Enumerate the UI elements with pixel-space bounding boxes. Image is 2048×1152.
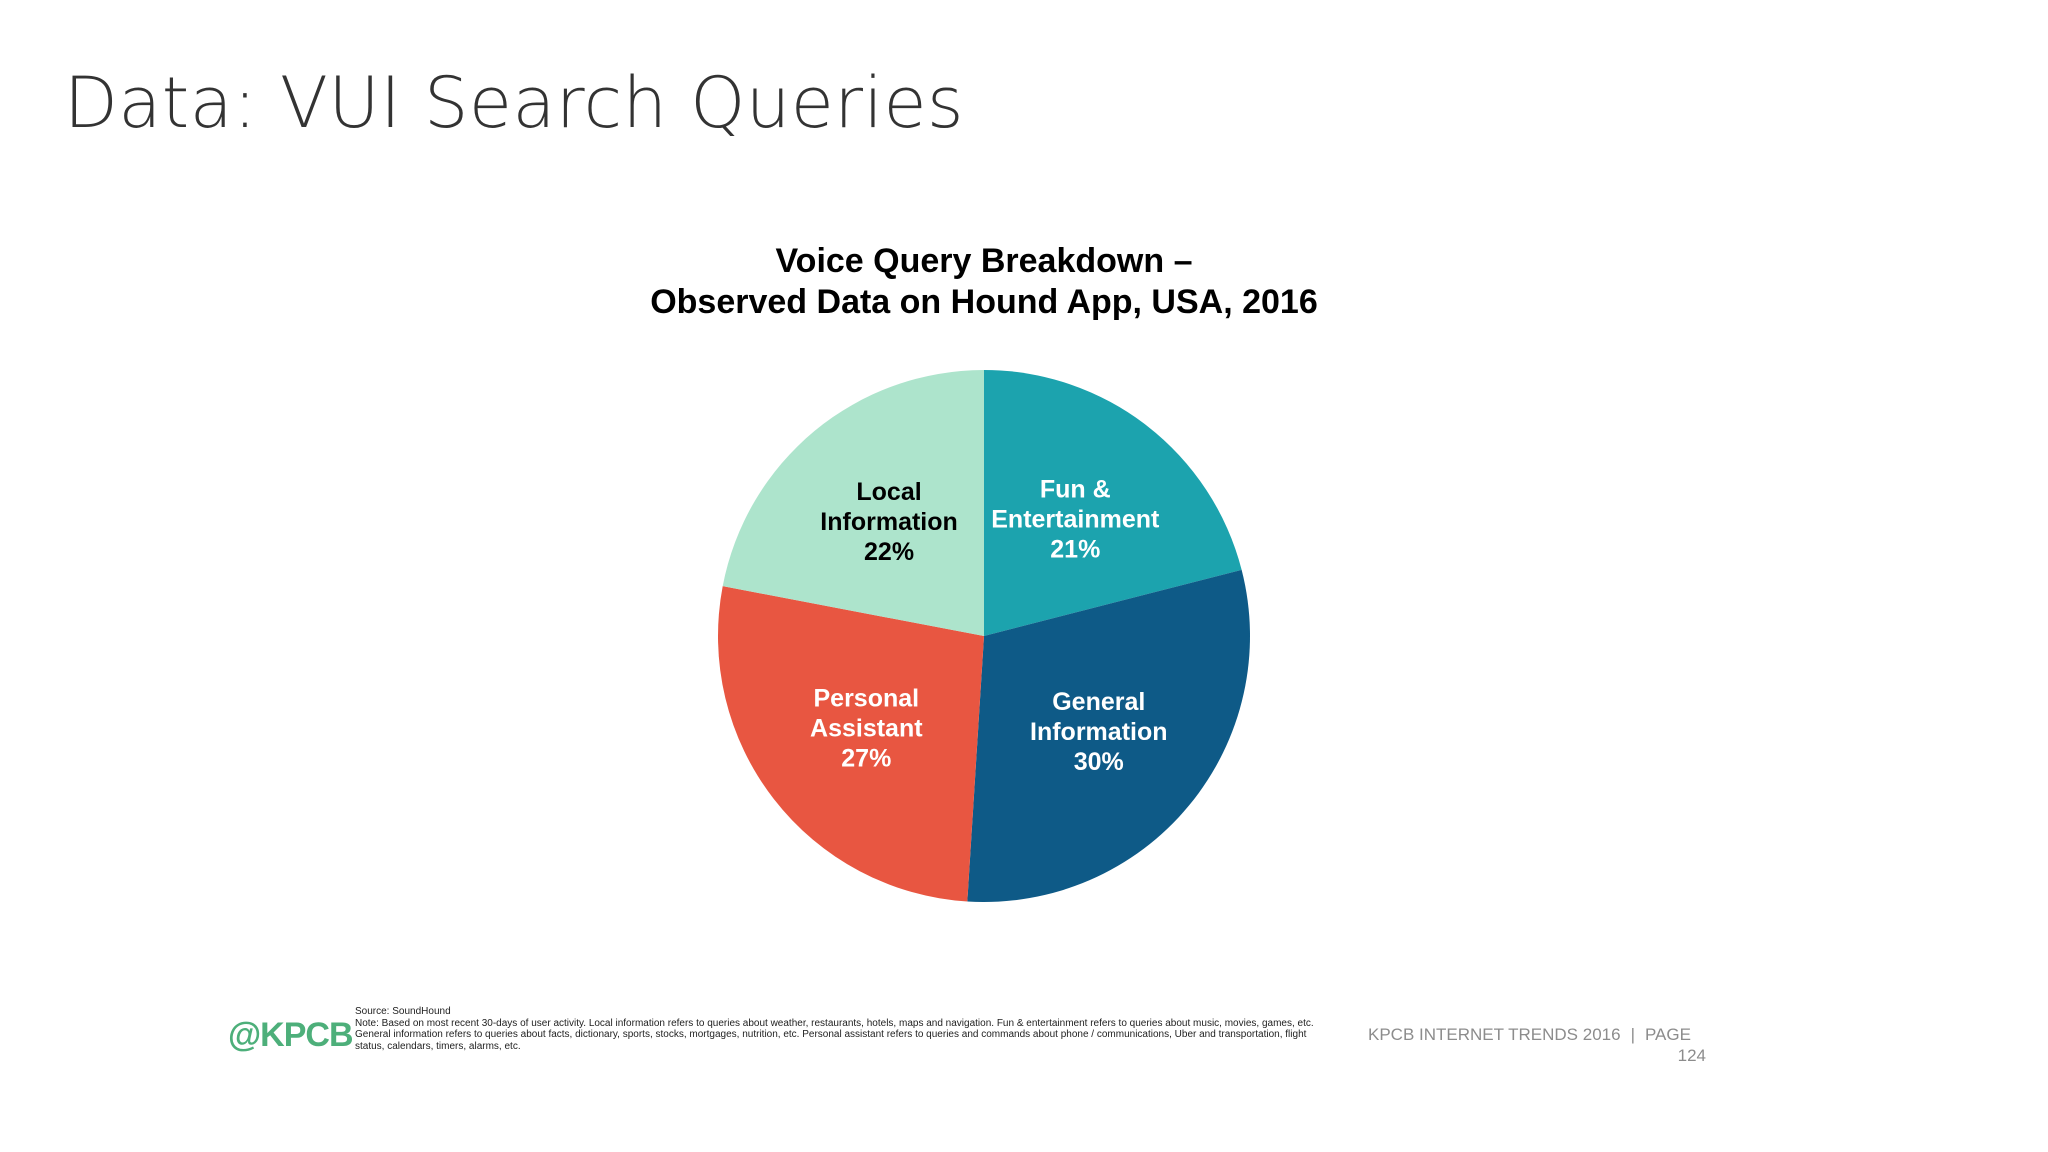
footnote: Source: SoundHound Note: Based on most r… xyxy=(355,1006,1330,1052)
pie-slice-name: Assistant xyxy=(810,714,923,742)
pie-slice-value: 30% xyxy=(1074,748,1124,776)
pie-slice-value: 21% xyxy=(1050,535,1100,563)
chart-title-line: Observed Data on Hound App, USA, 2016 xyxy=(650,283,1318,321)
pie-slice-label: General Information 30% xyxy=(1030,688,1168,776)
pie-slice-name: Entertainment xyxy=(991,505,1160,533)
pie-slice-general-information xyxy=(967,569,1250,902)
pie-slice-name: Personal xyxy=(813,684,919,712)
pie-slice-name: Local xyxy=(856,478,921,506)
pie-slice-name: Information xyxy=(1030,718,1168,746)
source-text: Source: SoundHound xyxy=(355,1006,451,1017)
note-text: Note: Based on most recent 30-days of us… xyxy=(355,1017,1314,1052)
page-footer: KPCB INTERNET TRENDS 2016 | PAGE 124 xyxy=(1368,1024,1708,1066)
slide-title: Data: VUI Search Queries xyxy=(64,62,965,144)
pie-slice-local-information xyxy=(722,370,984,636)
chart-title-line: Voice Query Breakdown – xyxy=(776,242,1193,280)
pie-labels: Fun & Entertainment 21%General Information 3… xyxy=(810,475,1168,776)
kpcb-logo: @KPCB xyxy=(228,1016,353,1054)
pie-slice-label: Fun & Entertainment 21% xyxy=(991,475,1160,563)
pie-slice-value: 22% xyxy=(864,538,914,566)
pie-slice-fun-entertainment xyxy=(984,370,1242,636)
footer-separator: | xyxy=(1630,1025,1635,1044)
page-label: PAGE xyxy=(1644,1025,1691,1044)
pie-slice-name: General xyxy=(1052,688,1145,716)
pie-slice-value: 27% xyxy=(841,744,891,772)
pie-slice-label: Local Information 22% xyxy=(820,478,958,566)
pie-slice-label: Personal Assistant 27% xyxy=(810,684,923,772)
pie-slices xyxy=(718,370,1250,902)
pie-slice-personal-assistant xyxy=(718,586,984,902)
pie-slice-name: Fun & xyxy=(1040,475,1111,503)
pie-slice-name: Information xyxy=(820,508,958,536)
page-number: 124 xyxy=(1677,1046,1706,1065)
chart-title: Voice Query Breakdown –Observed Data on … xyxy=(650,242,1318,321)
report-name: KPCB INTERNET TRENDS 2016 xyxy=(1368,1025,1621,1044)
